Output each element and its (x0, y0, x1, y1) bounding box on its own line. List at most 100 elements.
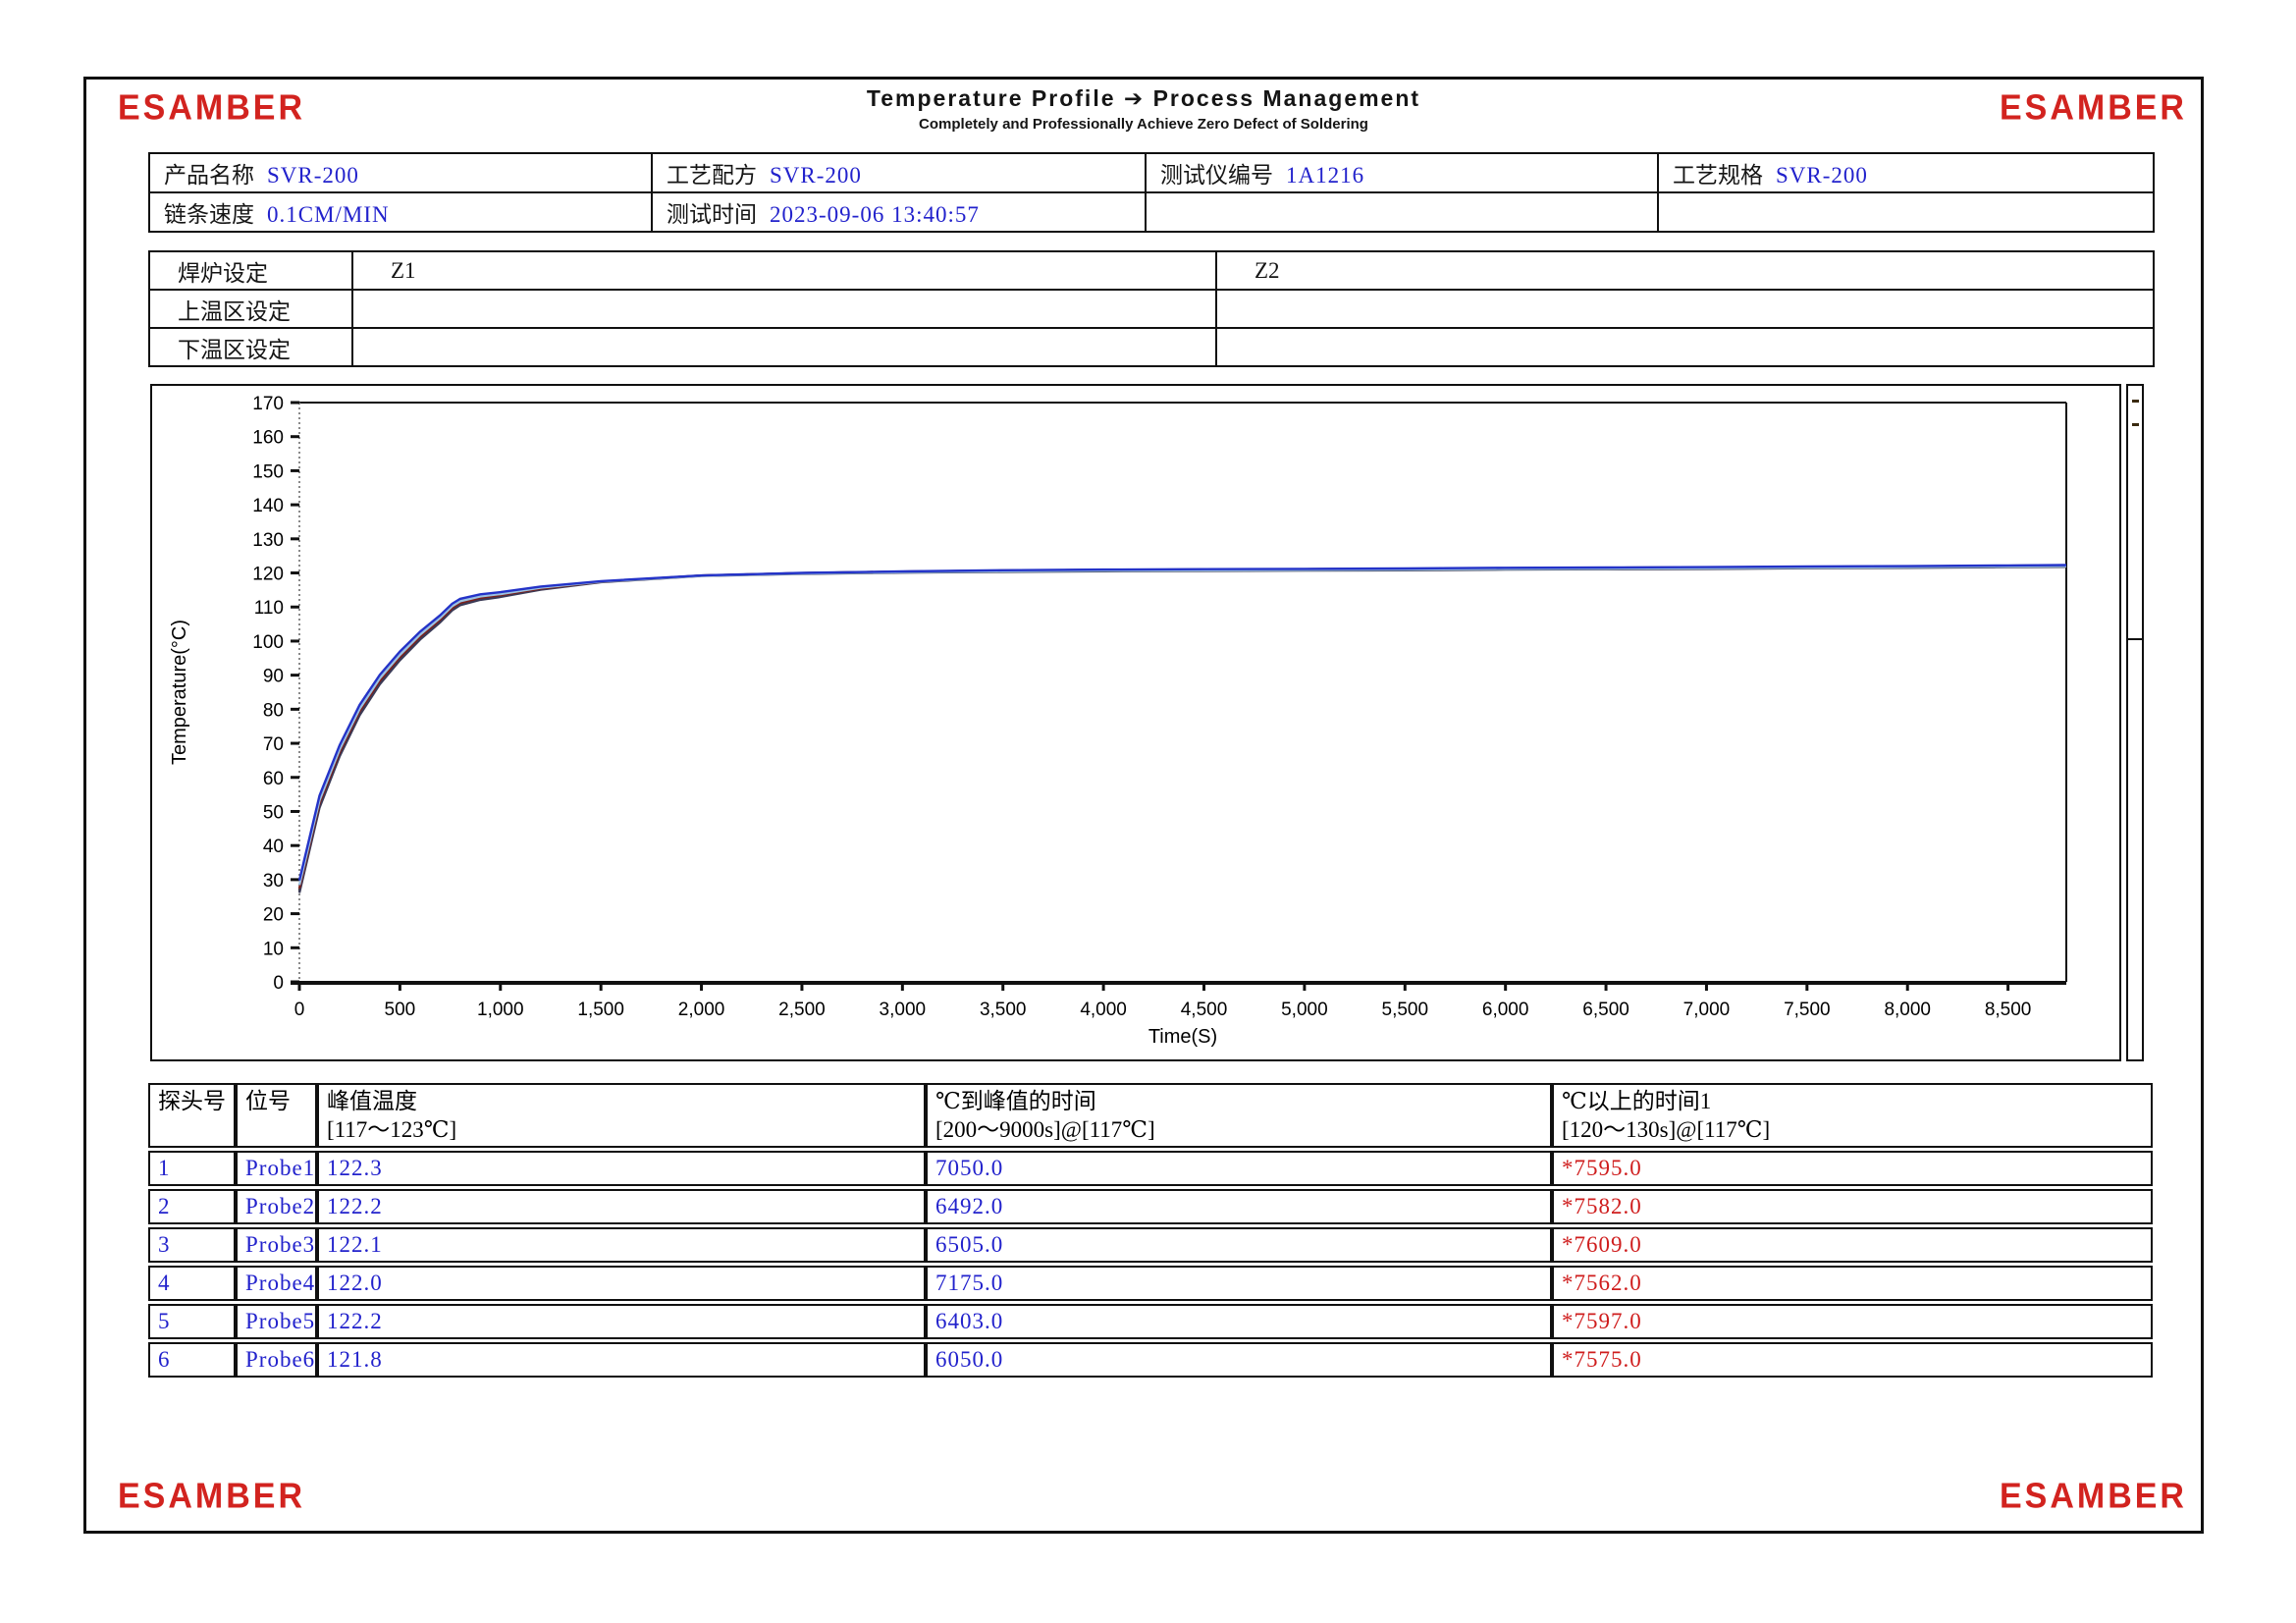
probe-no: 3 (148, 1227, 236, 1263)
zone-z2-cell: Z2 (1215, 250, 2155, 291)
table-row: 3 Probe3 122.1 6505.0 *7609.0 (148, 1227, 2153, 1263)
peak-temp: 122.2 (317, 1304, 926, 1339)
time-to-peak: 6505.0 (926, 1227, 1552, 1263)
svg-text:500: 500 (385, 1000, 416, 1020)
probe-position: Probe5 (236, 1304, 317, 1339)
svg-text:10: 10 (263, 939, 284, 959)
upper-zone-label: 上温区设定 (148, 289, 353, 329)
time-above: *7582.0 (1552, 1189, 2153, 1224)
info-row-1: 产品名称 SVR-200 工艺配方 SVR-200 测试仪编号 1A1216 工艺规格… (148, 152, 2155, 193)
svg-text:70: 70 (263, 734, 284, 755)
svg-text:3,500: 3,500 (980, 1000, 1027, 1020)
time-to-peak: 7175.0 (926, 1266, 1552, 1301)
page-subtitle: Completely and Professionally Achieve Ze… (919, 116, 1368, 133)
product-name-cell: 产品名称 SVR-200 (148, 152, 653, 193)
results-header-row: 探头号 位号 峰值温度 [117～123℃] ℃到峰值的时间 [200～9000s]… (148, 1083, 2153, 1148)
svg-text:160: 160 (252, 428, 284, 449)
brand-logo-top-left: ESAMBER (118, 88, 306, 128)
svg-text:100: 100 (252, 632, 284, 653)
time-above: *7595.0 (1552, 1151, 2153, 1186)
svg-text:6,500: 6,500 (1582, 1000, 1629, 1020)
empty-cell (1657, 191, 2155, 233)
info-row-2: 链条速度 0.1CM/MIN 测试时间 2023-09-06 13:40:57 (148, 191, 2155, 233)
page-title: Temperature Profile ➔ Process Management (653, 85, 1634, 112)
svg-text:40: 40 (263, 837, 284, 857)
time-to-peak: 6492.0 (926, 1189, 1552, 1224)
lower-zone-z2 (1215, 327, 2155, 367)
peak-temp: 121.8 (317, 1342, 926, 1378)
test-time-value: 2023-09-06 13:40:57 (770, 202, 980, 227)
time-to-peak: 7050.0 (926, 1151, 1552, 1186)
tester-id-value: 1A1216 (1286, 163, 1365, 188)
scrollbar-thumb-edge[interactable] (2128, 638, 2142, 640)
header-time-to-peak: ℃到峰值的时间 [200～9000s]@[117℃] (926, 1083, 1552, 1148)
svg-text:Temperature(°C): Temperature(°C) (169, 620, 190, 765)
brand-logo-bottom-left: ESAMBER (118, 1477, 306, 1516)
product-info-table: 产品名称 SVR-200 工艺配方 SVR-200 测试仪编号 1A1216 工艺规格… (148, 152, 2155, 233)
table-row: 6 Probe6 121.8 6050.0 *7575.0 (148, 1342, 2153, 1378)
svg-text:110: 110 (254, 598, 284, 619)
oven-row-zones: 焊炉设定 Z1 Z2 (148, 250, 2155, 291)
vertical-scrollbar[interactable] (2126, 384, 2144, 1061)
tester-id-label: 测试仪编号 (1160, 163, 1273, 188)
oven-settings-table: 焊炉设定 Z1 Z2 上温区设定 下温区设定 (148, 250, 2155, 367)
report-page: ESAMBER ESAMBER Temperature Profile ➔ Pr… (83, 77, 2204, 1534)
svg-text:1,000: 1,000 (477, 1000, 524, 1020)
table-row: 1 Probe1 122.3 7050.0 *7595.0 (148, 1151, 2153, 1186)
svg-text:0: 0 (294, 1000, 305, 1020)
header-time-above: ℃以上的时间1 [120～130s]@[117℃] (1552, 1083, 2153, 1148)
svg-text:2,000: 2,000 (678, 1000, 725, 1020)
peak-temp: 122.1 (317, 1227, 926, 1263)
svg-text:90: 90 (263, 667, 284, 687)
header-probe-no: 探头号 (148, 1083, 236, 1148)
svg-text:50: 50 (263, 802, 284, 823)
oven-row-upper: 上温区设定 (148, 289, 2155, 329)
recipe-cell: 工艺配方 SVR-200 (651, 152, 1147, 193)
probe-results-table: 探头号 位号 峰值温度 [117～123℃] ℃到峰值的时间 [200～9000s]… (148, 1080, 2153, 1380)
svg-text:170: 170 (252, 394, 284, 414)
brand-logo-bottom-right: ESAMBER (1999, 1477, 2187, 1516)
svg-text:5,500: 5,500 (1382, 1000, 1429, 1020)
svg-text:7,500: 7,500 (1784, 1000, 1831, 1020)
temperature-chart-container: 0 10 20 30 40 50 60 70 80 90 100 110 120 130 140 150 160… (150, 384, 2121, 1061)
product-name-value: SVR-200 (267, 163, 359, 188)
product-name-label: 产品名称 (164, 163, 254, 188)
scrollbar-mark (2132, 423, 2139, 426)
time-above: *7575.0 (1552, 1342, 2153, 1378)
svg-text:150: 150 (252, 461, 284, 482)
svg-text:30: 30 (263, 871, 284, 892)
table-row: 2 Probe2 122.2 6492.0 *7582.0 (148, 1189, 2153, 1224)
probe-no: 4 (148, 1266, 236, 1301)
time-to-peak: 6403.0 (926, 1304, 1552, 1339)
spec-label: 工艺规格 (1673, 163, 1763, 188)
time-above: *7562.0 (1552, 1266, 2153, 1301)
svg-text:4,500: 4,500 (1181, 1000, 1228, 1020)
chain-speed-cell: 链条速度 0.1CM/MIN (148, 191, 653, 233)
svg-text:140: 140 (252, 496, 284, 516)
scrollbar-mark (2132, 400, 2139, 403)
svg-text:8,500: 8,500 (1985, 1000, 2032, 1020)
probe-position: Probe1 (236, 1151, 317, 1186)
tester-id-cell: 测试仪编号 1A1216 (1145, 152, 1659, 193)
svg-text:2,500: 2,500 (778, 1000, 826, 1020)
lower-zone-z1 (351, 327, 1217, 367)
time-to-peak: 6050.0 (926, 1342, 1552, 1378)
peak-temp: 122.0 (317, 1266, 926, 1301)
svg-text:7,000: 7,000 (1683, 1000, 1731, 1020)
oven-row-lower: 下温区设定 (148, 327, 2155, 367)
svg-text:6,000: 6,000 (1482, 1000, 1529, 1020)
svg-text:80: 80 (263, 700, 284, 721)
brand-logo-top-right: ESAMBER (1999, 88, 2187, 128)
probe-no: 5 (148, 1304, 236, 1339)
upper-zone-z1 (351, 289, 1217, 329)
svg-text:3,000: 3,000 (880, 1000, 927, 1020)
svg-text:1,500: 1,500 (577, 1000, 624, 1020)
probe-no: 6 (148, 1342, 236, 1378)
probe-no: 2 (148, 1189, 236, 1224)
lower-zone-label: 下温区设定 (148, 327, 353, 367)
probe-position: Probe3 (236, 1227, 317, 1263)
arrow-right-icon: ➔ (1123, 85, 1146, 111)
empty-cell (1145, 191, 1659, 233)
probe-position: Probe4 (236, 1266, 317, 1301)
temperature-chart: 0 10 20 30 40 50 60 70 80 90 100 110 120 130 140 150 160… (169, 394, 2067, 1048)
